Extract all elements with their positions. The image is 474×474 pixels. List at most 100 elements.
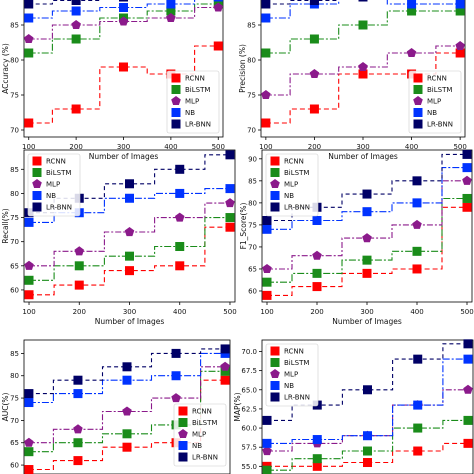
- x-tick-label: 500: [223, 308, 236, 316]
- legend-marker-lr-bnn: [270, 202, 280, 212]
- data-point-rcnn: [262, 290, 272, 300]
- data-point-bilstm: [122, 429, 132, 439]
- legend-marker-nb: [270, 381, 280, 390]
- y-tick-label: 70: [10, 238, 19, 246]
- chart-panel-3: 100 200 300 400 500 60 65 70 75 80 85 Number of Ima…: [1, 149, 237, 326]
- legend-label-lr-bnn: LR-BNN: [46, 204, 72, 212]
- x-tick-label: 400: [410, 308, 423, 316]
- data-point-bilstm: [362, 255, 372, 265]
- data-point-bilstm: [24, 48, 34, 58]
- data-point-mlp: [362, 233, 372, 243]
- x-tick-label: 300: [356, 143, 369, 151]
- data-point-mlp: [122, 406, 132, 416]
- data-point-nb: [24, 217, 34, 227]
- series-line-nb: [29, 188, 230, 223]
- data-point-lr-bnn: [261, 0, 271, 9]
- data-point-nb: [24, 13, 34, 23]
- data-point-mlp: [24, 260, 34, 270]
- legend-marker-lr-bnn: [178, 452, 188, 462]
- data-point-bilstm: [71, 34, 81, 44]
- data-point-mlp: [463, 384, 473, 394]
- data-point-rcnn: [24, 118, 34, 128]
- data-point-nb: [261, 13, 271, 23]
- y-tick-label: 75: [10, 92, 19, 100]
- legend-label-bilstm: BiLSTM: [192, 419, 217, 427]
- data-point-mlp: [309, 69, 320, 78]
- data-point-lr-bnn: [262, 415, 272, 425]
- x-tick-label: 300: [117, 143, 130, 151]
- data-point-mlp: [74, 246, 84, 256]
- legend-label-bilstm: BiLSTM: [427, 86, 452, 94]
- x-tick-label: 200: [73, 308, 86, 316]
- data-point-mlp: [406, 48, 417, 57]
- data-point-bilstm: [309, 34, 319, 44]
- x-tick-label: 100: [259, 143, 272, 151]
- legend-label-lr-bnn: LR-BNN: [284, 204, 310, 212]
- data-point-bilstm: [463, 415, 473, 425]
- data-point-lr-bnn: [220, 344, 230, 354]
- data-point-rcnn: [358, 69, 368, 79]
- series-line-lr-bnn: [28, 348, 226, 395]
- x-tick-label: 400: [173, 308, 186, 316]
- data-point-bilstm: [125, 251, 134, 261]
- legend-marker-bilstm: [178, 418, 188, 427]
- y-tick-label: 80: [10, 372, 19, 380]
- y-axis-label: ACcuracy (%): [1, 43, 10, 94]
- data-point-nb: [407, 0, 417, 9]
- x-tick-label: 400: [164, 143, 177, 151]
- legend: RCNN BiLSTM MLP NB LR-BNN: [166, 70, 220, 134]
- data-point-bilstm: [462, 193, 472, 203]
- y-tick-label: 80: [10, 57, 19, 65]
- data-point-rcnn: [412, 264, 422, 274]
- x-tick-label: 300: [360, 308, 373, 316]
- data-point-nb: [455, 0, 465, 9]
- data-point-rcnn: [74, 280, 84, 290]
- data-point-bilstm: [363, 446, 372, 456]
- legend-label-mlp: MLP: [284, 181, 298, 189]
- y-tick-label: 85: [10, 166, 19, 174]
- data-point-rcnn: [261, 118, 271, 128]
- y-axis-label: Precision (%): [238, 44, 247, 93]
- data-point-mlp: [118, 16, 129, 26]
- legend-label-lr-bnn: LR-BNN: [185, 121, 211, 129]
- data-point-bilstm: [262, 277, 272, 287]
- y-tick-label: 60.0: [241, 425, 257, 433]
- data-point-rcnn: [125, 266, 134, 276]
- y-tick-label: 70: [248, 243, 257, 251]
- y-tick-label: 55.0: [241, 463, 257, 471]
- y-tick-label: 65.0: [241, 386, 257, 394]
- y-tick-label: 75: [247, 92, 256, 100]
- y-tick-label: 90: [248, 155, 257, 163]
- data-point-nb: [412, 198, 422, 208]
- data-point-rcnn: [220, 375, 230, 385]
- series-line-nb: [265, 0, 461, 19]
- x-tick-label: 300: [123, 308, 136, 316]
- data-point-mlp: [24, 437, 34, 447]
- legend-marker-bilstm: [270, 168, 280, 177]
- data-point-bilstm: [413, 423, 423, 433]
- data-point-nb: [171, 371, 181, 381]
- series-line-rcnn: [267, 442, 468, 467]
- chart-panel-4: 100 200 300 400 500 60 65 70 75 80 85 90 Number of I…: [239, 149, 474, 326]
- data-point-rcnn: [312, 282, 322, 292]
- data-point-mlp: [24, 34, 34, 43]
- legend-marker-rcnn: [171, 73, 181, 83]
- data-point-mlp: [358, 62, 368, 71]
- y-tick-label: 80: [10, 190, 19, 198]
- y-tick-label: 85: [10, 350, 19, 358]
- data-point-bilstm: [220, 366, 230, 376]
- data-point-rcnn: [463, 438, 473, 448]
- data-point-mlp: [73, 424, 83, 434]
- data-point-lr-bnn: [462, 149, 472, 159]
- data-point-mlp: [166, 13, 176, 22]
- y-tick-label: 57.5: [241, 444, 257, 452]
- y-tick-label: 60: [248, 287, 257, 295]
- legend-label-mlp: MLP: [46, 181, 60, 189]
- data-point-rcnn: [309, 104, 319, 114]
- x-axis-label: Number of Images: [328, 152, 398, 161]
- data-point-bilstm: [175, 242, 185, 252]
- legend: RCNN BiLSTM MLP NB LR-BNN: [173, 403, 227, 467]
- y-tick-label: 62.5: [241, 405, 257, 413]
- legend-marker-mlp: [413, 96, 423, 105]
- legend: RCNN BiLSTM MLP NB LR-BNN: [27, 153, 81, 217]
